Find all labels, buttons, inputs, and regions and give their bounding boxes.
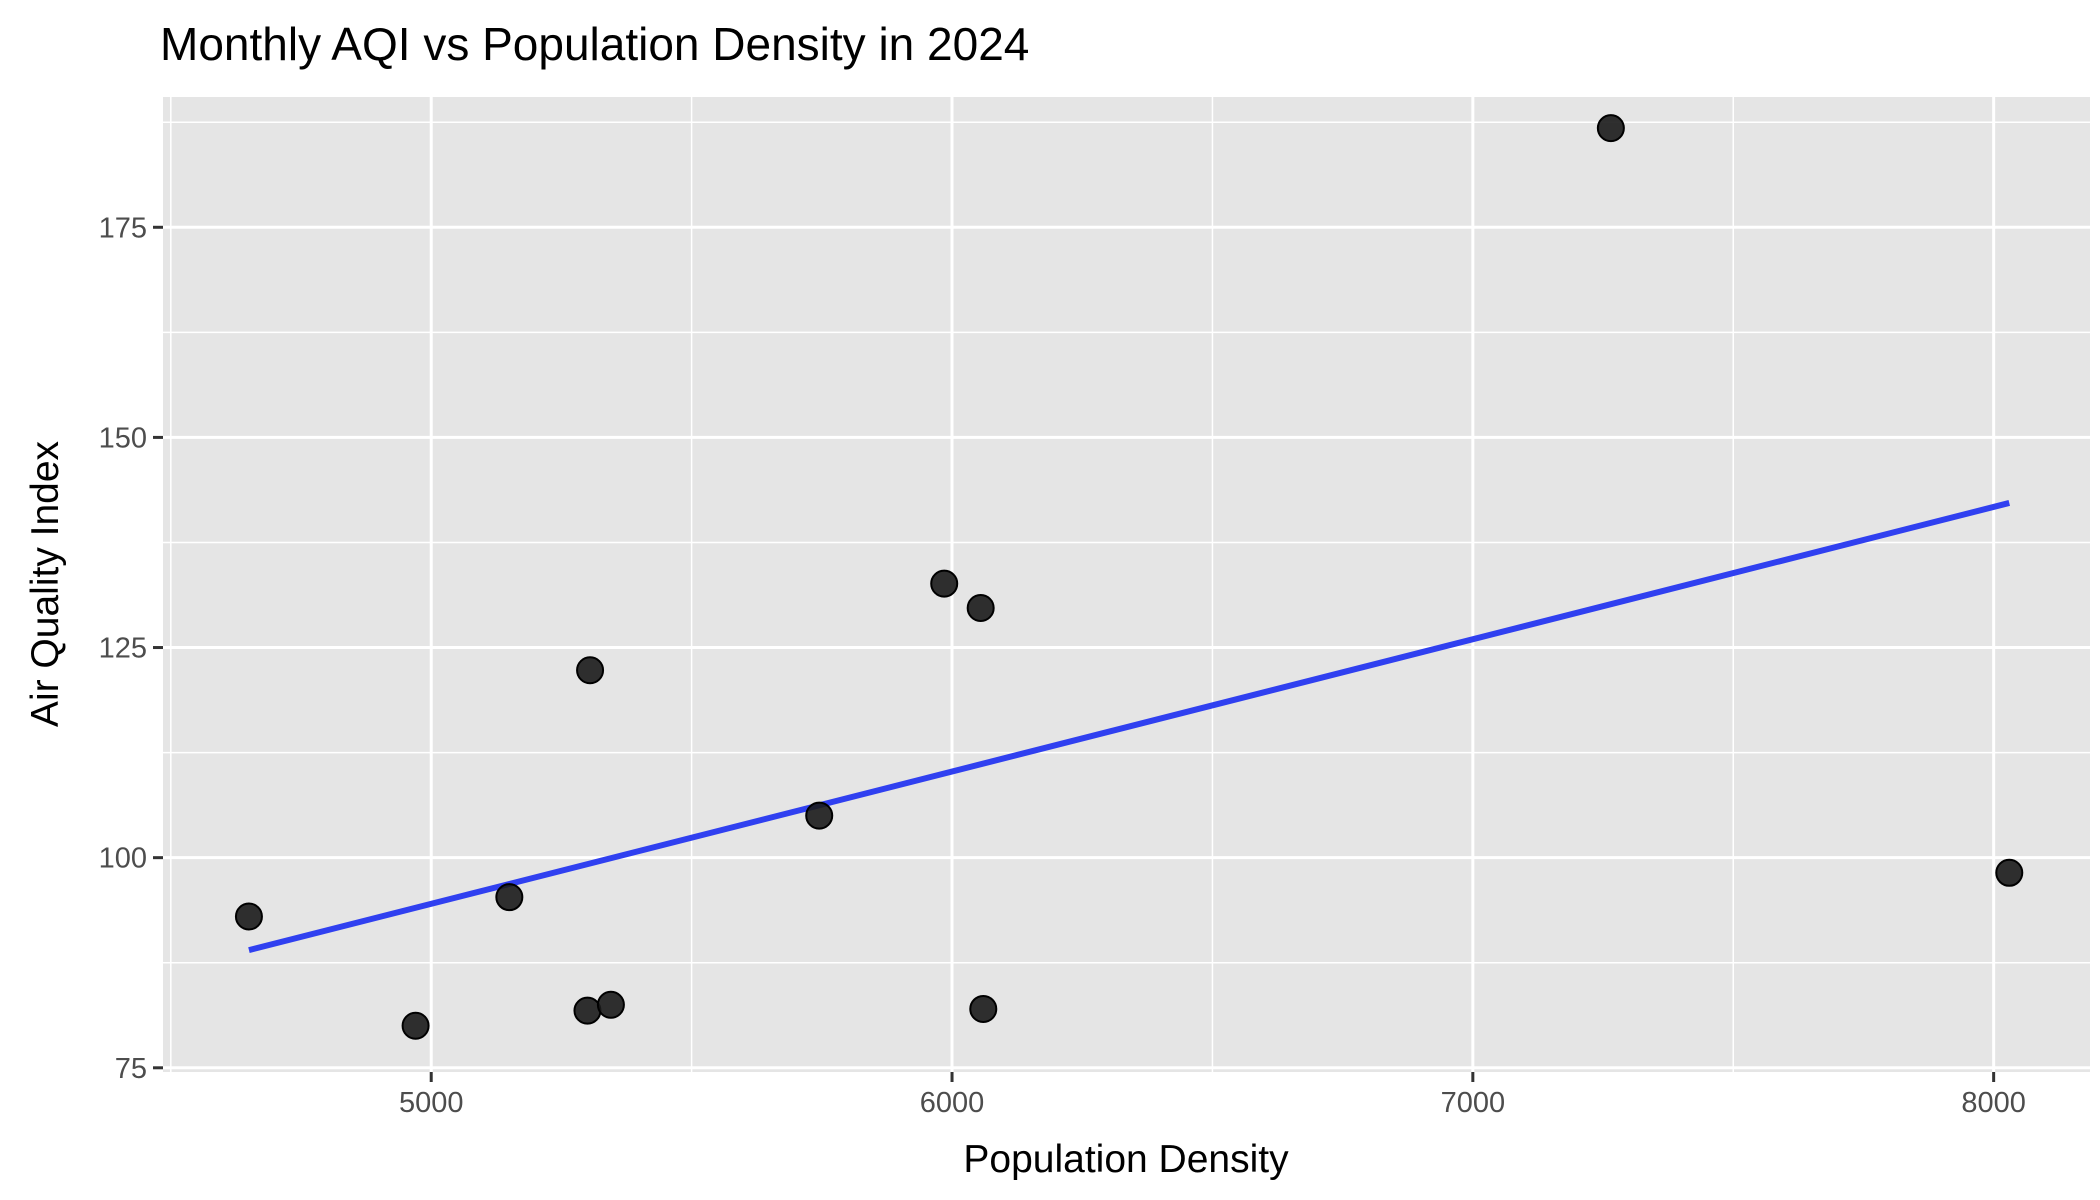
major-gridlines bbox=[163, 97, 2090, 1072]
data-point bbox=[1596, 114, 1625, 143]
data-point bbox=[805, 801, 834, 830]
x-axis-tick-labels: 5000 6000 7000 8000 bbox=[399, 1087, 2026, 1119]
data-point bbox=[573, 996, 602, 1025]
x-tick-label: 7000 bbox=[1441, 1087, 1506, 1119]
data-point bbox=[930, 569, 959, 598]
y-tick-label: 100 bbox=[99, 843, 147, 875]
x-tick-label: 6000 bbox=[920, 1087, 985, 1119]
axis-ticks bbox=[153, 225, 1996, 1082]
minor-gridlines bbox=[163, 97, 2090, 1072]
data-point bbox=[495, 883, 524, 912]
y-tick-label: 125 bbox=[99, 633, 147, 665]
y-axis-title: Air Quality Index bbox=[24, 440, 67, 727]
data-point bbox=[969, 994, 998, 1023]
data-point bbox=[401, 1011, 430, 1040]
y-tick-label: 75 bbox=[115, 1053, 147, 1085]
x-tick-label: 5000 bbox=[399, 1087, 464, 1119]
x-tick-label: 8000 bbox=[1961, 1087, 2026, 1119]
y-tick-label: 150 bbox=[99, 422, 147, 454]
data-point bbox=[596, 990, 625, 1019]
data-point bbox=[1995, 858, 2024, 887]
plot-panel bbox=[163, 97, 2090, 1072]
data-point bbox=[966, 594, 995, 623]
y-tick-label: 175 bbox=[99, 212, 147, 244]
chart-title: Monthly AQI vs Population Density in 202… bbox=[160, 18, 1029, 70]
x-axis-title: Population Density bbox=[963, 1138, 1289, 1181]
data-point bbox=[576, 656, 605, 685]
trend-line bbox=[248, 500, 2011, 954]
data-point bbox=[234, 902, 263, 931]
data-points bbox=[234, 114, 2024, 1040]
y-axis-tick-labels: 75 100 125 150 175 bbox=[99, 212, 147, 1085]
